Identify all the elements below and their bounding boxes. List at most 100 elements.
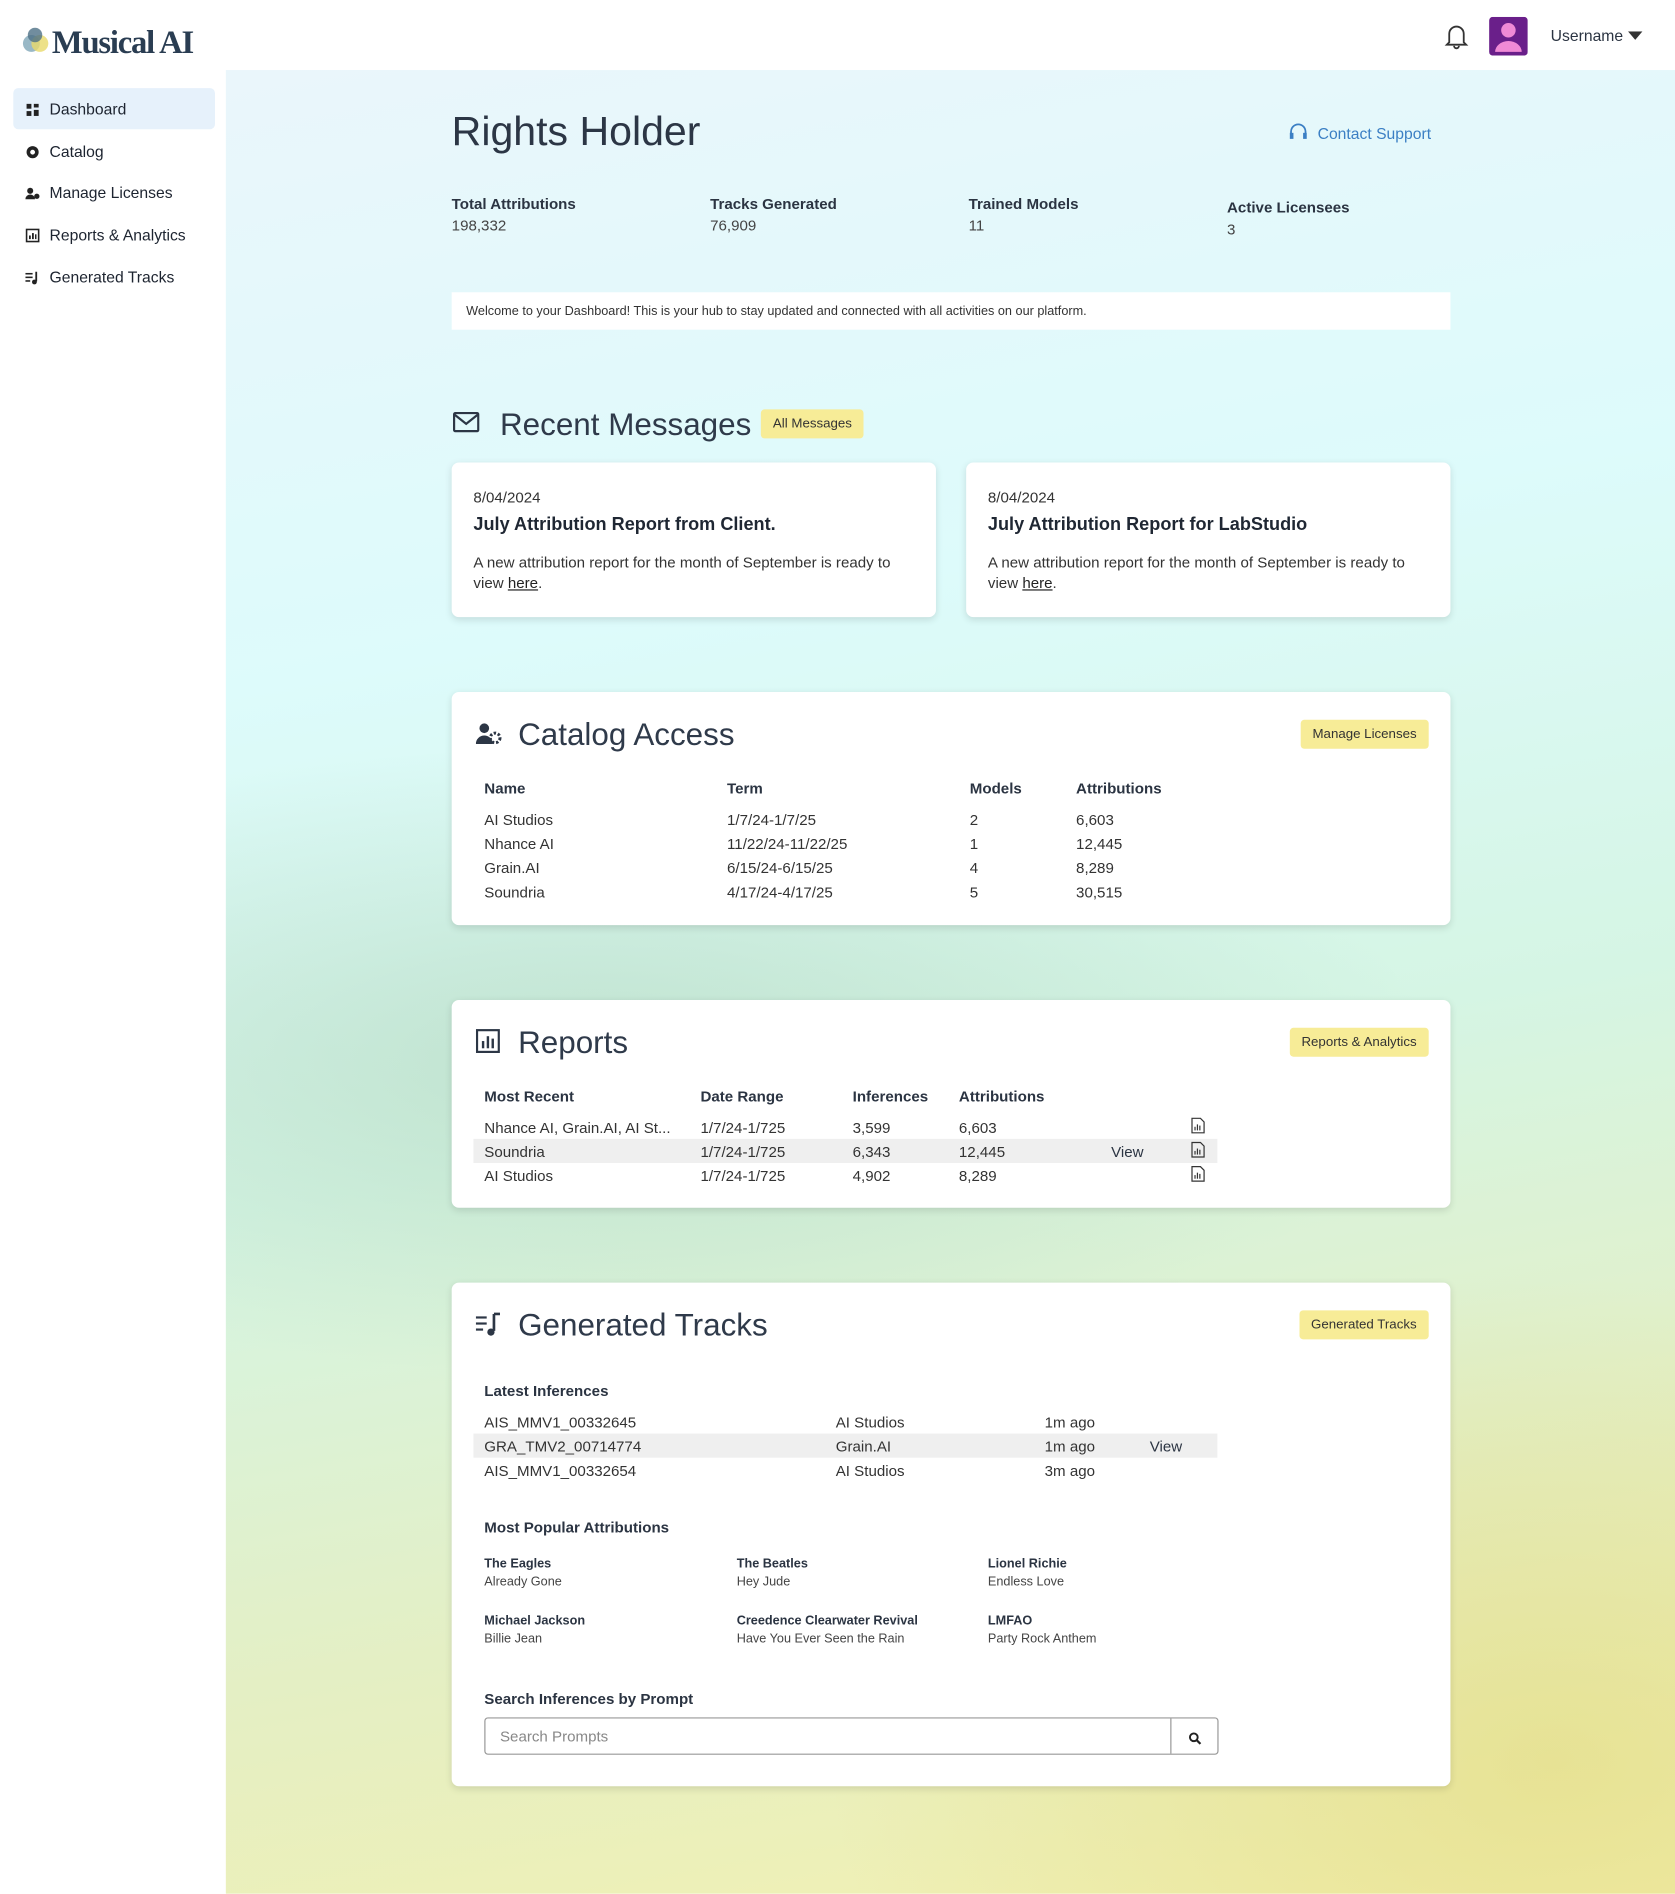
message-suffix: . — [538, 574, 543, 592]
search-button[interactable] — [1170, 1718, 1217, 1754]
artist: Lionel Richie — [987, 1556, 1067, 1572]
nav-label: Dashboard — [49, 100, 127, 119]
catalog-icon-svg — [475, 723, 502, 745]
table-cell: 30,515 — [1076, 884, 1123, 901]
download-icon — [1191, 1117, 1205, 1134]
all-messages-button[interactable]: All Messages — [760, 409, 865, 439]
song: Have You Ever Seen the Rain — [736, 1631, 905, 1647]
section-title: Catalog Access — [518, 716, 735, 753]
message-card: 8/04/2024 July Attribution Report from Cl… — [451, 462, 936, 618]
song: Endless Love — [987, 1574, 1065, 1590]
column-header: Most Recent — [484, 1088, 575, 1106]
contact-support[interactable]: Contact Support — [1317, 124, 1432, 143]
table-cell: 4 — [969, 859, 979, 877]
table-cell: Nhance AI, Grain.AI, AI St... — [484, 1119, 671, 1137]
table-cell: 5 — [969, 884, 979, 901]
catalog-button[interactable]: Manage Licenses — [1300, 719, 1429, 749]
table-cell: AI Studios — [484, 811, 554, 829]
table-cell: AI Studios — [484, 1167, 554, 1185]
search-icon-svg — [1188, 1732, 1202, 1745]
nav-item[interactable]: Catalog — [13, 130, 215, 171]
nav-label: Catalog — [49, 142, 104, 161]
nav-item[interactable]: Reports & Analytics — [13, 214, 215, 255]
table-cell: 4,902 — [852, 1167, 891, 1185]
stat-value: 76,909 — [710, 217, 757, 235]
nav-item[interactable]: Generated Tracks — [13, 256, 215, 297]
view-link[interactable]: View — [1111, 1143, 1144, 1161]
table-cell: Nhance AI — [484, 835, 554, 853]
column-header: Date Range — [700, 1088, 784, 1106]
subheading: Search Inferences by Prompt — [484, 1690, 694, 1708]
table-cell: Grain.AI — [484, 859, 540, 877]
row-highlight — [473, 1433, 1218, 1458]
tracks-icon — [475, 1312, 503, 1339]
table-cell: Soundria — [484, 884, 545, 901]
message-text: A new attribution report for the month o… — [987, 554, 1405, 592]
table-cell: 3,599 — [852, 1119, 891, 1137]
search-icon — [1188, 1729, 1202, 1745]
section-title: Reports — [518, 1024, 629, 1061]
username[interactable]: Username — [1550, 26, 1624, 45]
table-cell: 6,603 — [1076, 811, 1114, 829]
avatar[interactable] — [1489, 16, 1528, 56]
table-cell: 1/7/24-1/725 — [700, 1167, 786, 1185]
message-card: 8/04/2024 July Attribution Report for Lab… — [966, 462, 1451, 618]
table-cell: 6,603 — [958, 1119, 997, 1137]
nav-item[interactable]: Dashboard — [13, 88, 215, 130]
catalog-card: Catalog Access Manage Licenses Name Term Mod… — [451, 692, 1451, 926]
welcome-text: Welcome to your Dashboard! This is your … — [466, 304, 1087, 319]
table-cell: 2 — [969, 811, 979, 829]
message-title: July Attribution Report from Client. — [473, 514, 776, 536]
table-cell: Grain.AI — [835, 1438, 892, 1456]
catalog-icon — [475, 721, 503, 748]
reports-icon — [475, 1029, 503, 1056]
message-title: July Attribution Report for LabStudio — [987, 514, 1308, 536]
table-cell: AIS_MMV1_00332645 — [484, 1414, 637, 1432]
message-suffix: . — [1052, 574, 1057, 592]
table-cell: AI Studios — [835, 1462, 905, 1480]
table-cell: AI Studios — [835, 1414, 905, 1432]
table-cell: 12,445 — [1076, 835, 1123, 853]
nav-icon-svg — [26, 103, 39, 116]
column-header: Inferences — [852, 1088, 929, 1106]
table-cell: 6,343 — [852, 1143, 891, 1161]
song: Hey Jude — [736, 1574, 791, 1590]
artist: The Beatles — [736, 1556, 808, 1572]
dropdown-icon[interactable] — [1627, 31, 1643, 41]
message-link[interactable]: here — [507, 574, 539, 592]
bell-icon[interactable] — [1444, 23, 1469, 50]
stat-label: Tracks Generated — [710, 195, 837, 213]
message-link[interactable]: here — [1022, 574, 1053, 592]
view-link[interactable]: View — [1149, 1438, 1183, 1456]
stat-label: Total Attributions — [451, 195, 576, 213]
column-header: Term — [727, 780, 763, 798]
table-cell: 1m ago — [1044, 1414, 1096, 1432]
column-header: Name — [484, 780, 526, 798]
table-cell: 4/17/24-4/17/25 — [727, 884, 833, 901]
table-cell: 1/7/24-1/725 — [700, 1143, 786, 1161]
subheading: Most Popular Attributions — [484, 1519, 670, 1537]
tracks-button[interactable]: Generated Tracks — [1298, 1310, 1429, 1340]
table-cell: 1 — [969, 835, 979, 853]
download-icon-svg — [1191, 1166, 1205, 1182]
search-placeholder: Search Prompts — [499, 1728, 609, 1746]
download-icon — [1191, 1141, 1205, 1158]
search-input[interactable]: Search Prompts — [484, 1717, 1219, 1755]
subheading: Latest Inferences — [484, 1382, 609, 1400]
row-highlight — [473, 1138, 1218, 1164]
table-cell: Soundria — [484, 1143, 545, 1161]
reports-button[interactable]: Reports & Analytics — [1289, 1027, 1429, 1057]
table-cell: GRA_TMV2_00714774 — [484, 1438, 642, 1456]
nav-item[interactable]: Manage Licenses — [13, 172, 215, 213]
table-cell: 8,289 — [1076, 859, 1114, 877]
reports-card: Reports Reports & Analytics Most Recent Dat… — [451, 999, 1451, 1208]
song: Party Rock Anthem — [987, 1631, 1097, 1647]
table-cell: 3m ago — [1044, 1462, 1096, 1480]
tracks-card: Generated Tracks Generated Tracks Latest I… — [451, 1282, 1451, 1787]
stat-value: 11 — [968, 217, 985, 235]
nav-icon — [25, 227, 40, 243]
table-cell: AIS_MMV1_00332654 — [484, 1462, 637, 1480]
song: Already Gone — [484, 1574, 562, 1590]
download-icon — [1191, 1165, 1205, 1182]
